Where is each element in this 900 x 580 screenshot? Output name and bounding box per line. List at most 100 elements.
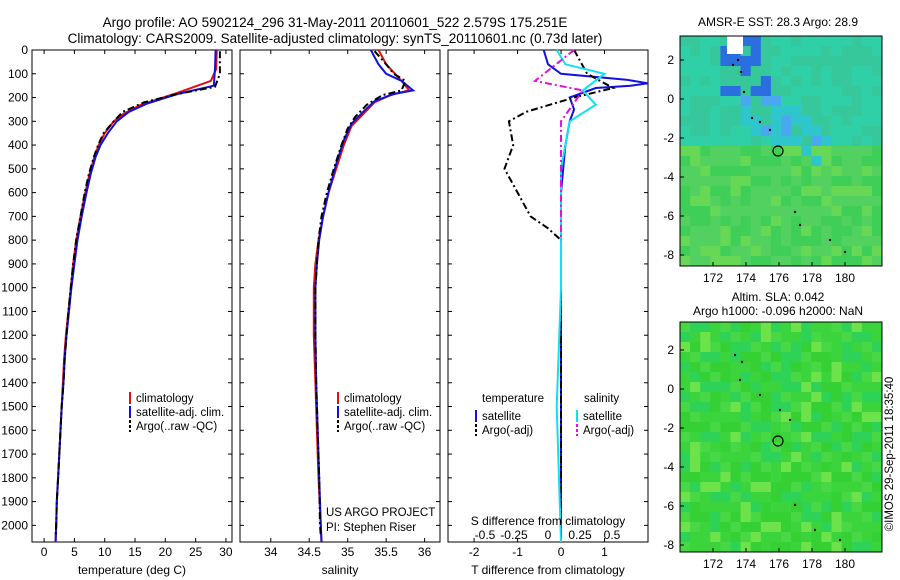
map-cell: [871, 352, 883, 363]
map-cell: [740, 176, 752, 187]
map-panel-1: 172 174 176 178 180 2 0 -2 -4 -6 -8 AMSR-E SST: 28.…: [663, 15, 883, 285]
map-cell: [831, 66, 842, 77]
map-frame: [679, 35, 883, 267]
map-cell: [680, 342, 691, 353]
map-cell: [740, 482, 752, 493]
map-cell: [720, 332, 731, 343]
map-cell: [781, 206, 792, 217]
map-cell: [760, 452, 772, 463]
map-cell: [750, 442, 762, 453]
map-cell: [821, 422, 832, 433]
map-cell: [760, 86, 772, 97]
map-cell: [700, 362, 711, 373]
map-cell: [791, 422, 802, 433]
map-cell: [791, 402, 802, 413]
map-cell: [770, 322, 782, 333]
y-tick-label: 0: [21, 43, 28, 57]
map-cell: [821, 176, 832, 187]
map-cell: [801, 462, 812, 473]
map-cell: [760, 206, 772, 217]
map-cell: [710, 542, 721, 553]
map-cell: [821, 226, 832, 237]
map-cell: [871, 36, 883, 47]
map-cell: [831, 216, 842, 227]
map-cell: [710, 226, 721, 237]
map-cell: [781, 332, 792, 343]
map-cell: [720, 66, 731, 77]
map-cell: [750, 196, 762, 207]
y-tick-label: 1900: [1, 495, 28, 509]
map-cell: [770, 542, 782, 553]
map-cell: [690, 402, 701, 413]
map-cell: [841, 382, 853, 393]
map-cell: [791, 186, 802, 197]
map-cell: [851, 512, 863, 523]
map-cell: [781, 532, 792, 543]
map-cell: [831, 512, 842, 523]
map-cell: [871, 362, 883, 373]
map-cell: [831, 96, 842, 107]
island-marker: [742, 90, 746, 94]
map-cell: [801, 542, 812, 553]
map-cell: [760, 186, 772, 197]
map-cell: [821, 392, 832, 403]
map-cell: [690, 176, 701, 187]
x-axis-label: salinity: [322, 563, 359, 577]
map-cell: [770, 352, 782, 363]
secondary-tick-label: -0.5: [475, 528, 496, 542]
map-cell: [801, 96, 812, 107]
map-cell: [760, 462, 772, 473]
map-cell: [720, 432, 731, 443]
map-cell: [730, 422, 741, 433]
map-cell: [831, 256, 842, 267]
map-cell: [720, 422, 731, 433]
map-cell: [770, 462, 782, 473]
x-tick-label: 34.5: [298, 545, 322, 559]
map-cell: [821, 442, 832, 453]
map-cell: [710, 402, 721, 413]
map-cell: [680, 512, 691, 523]
map-cell: [811, 36, 822, 47]
map-cell: [680, 66, 691, 77]
map-cell: [760, 46, 772, 57]
map-cell: [781, 372, 792, 383]
map-cell: [841, 332, 853, 343]
map-cell: [851, 156, 863, 167]
map-cell: [770, 186, 782, 197]
map-cell: [841, 126, 853, 137]
map-cell: [740, 156, 752, 167]
map-cell: [710, 186, 721, 197]
map-cell: [770, 56, 782, 67]
map-cell: [760, 542, 772, 553]
map-cell: [871, 186, 883, 197]
map-cell: [861, 402, 873, 413]
map-cell: [781, 542, 792, 553]
map-cell: [831, 532, 842, 543]
map-cell: [791, 452, 802, 463]
map-cell: [781, 342, 792, 353]
map-cell: [851, 402, 863, 413]
map-cell: [861, 492, 873, 503]
map-cell: [831, 76, 842, 87]
map-cell: [851, 176, 863, 187]
map-cell: [750, 106, 762, 117]
map-cell: [740, 492, 752, 503]
map-cell: [821, 472, 832, 483]
map-cell: [801, 256, 812, 267]
map-cell: [700, 392, 711, 403]
map-y-tick-label: -8: [663, 248, 674, 262]
map-cell: [690, 206, 701, 217]
map-cell: [831, 36, 842, 47]
map-cell: [690, 126, 701, 137]
map-cell: [801, 502, 812, 513]
map-cell: [851, 362, 863, 373]
legend-title-salinity: salinity: [584, 393, 619, 405]
map-cell: [710, 156, 721, 167]
map-cell: [690, 226, 701, 237]
map-cell: [791, 126, 802, 137]
island-marker: [739, 70, 743, 74]
map-cell: [680, 332, 691, 343]
map-cell: [710, 432, 721, 443]
map-cell: [801, 86, 812, 97]
map-cell: [680, 186, 691, 197]
